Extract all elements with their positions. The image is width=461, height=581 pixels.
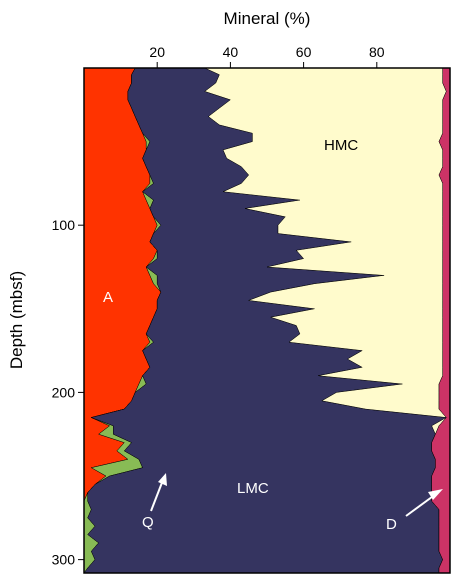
label-dolomite: D (386, 516, 397, 533)
plot-frame (83, 67, 451, 574)
dolomite-arrow-line (405, 493, 437, 517)
quartz-arrow-line (150, 479, 164, 512)
label-hmc: HMC (324, 137, 358, 154)
label-lmc: LMC (237, 480, 269, 497)
y-axis-ticks: 100 200 300 (52, 217, 84, 568)
y-tick-label: 100 (52, 217, 76, 233)
label-quartz: Q (142, 514, 154, 531)
stacked-areas (83, 67, 451, 574)
y-tick-label: 300 (52, 552, 76, 568)
x-tick-label: 20 (149, 44, 165, 60)
x-tick-label: 80 (369, 44, 385, 60)
y-axis-title: Depth (mbsf) (7, 271, 26, 369)
y-tick-label: 200 (52, 384, 76, 400)
quartz-arrow-head (158, 473, 167, 486)
x-axis-ticks: 20 40 60 80 (149, 44, 385, 68)
x-axis-title: Mineral (%) (224, 9, 311, 28)
dolomite-arrow-head (428, 489, 443, 500)
x-tick-label: 40 (223, 44, 239, 60)
x-tick-label: 60 (296, 44, 312, 60)
label-aragonite: A (103, 289, 113, 306)
area-labels: A HMC LMC Q D (103, 137, 443, 533)
